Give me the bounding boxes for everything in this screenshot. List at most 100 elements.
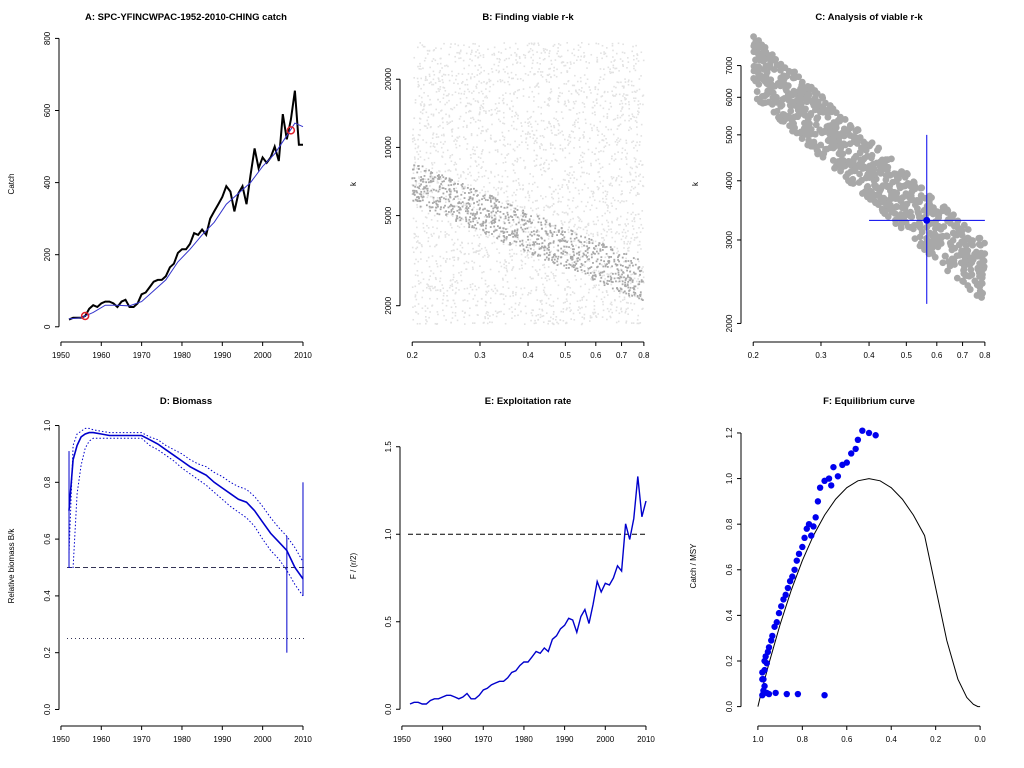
viable-rk-point: [797, 90, 805, 98]
rk-candidate-point: [504, 145, 506, 147]
rk-candidate-point: [539, 300, 542, 302]
rk-candidate-point: [454, 231, 457, 233]
viable-rk-point: [596, 265, 599, 268]
rk-candidate-point: [578, 220, 581, 222]
rk-candidate-point: [637, 113, 639, 116]
rk-candidate-point: [575, 262, 578, 264]
viable-rk-point: [564, 239, 567, 242]
rk-candidate-point: [446, 149, 449, 152]
rk-candidate-point: [518, 217, 520, 219]
rk-candidate-point: [484, 316, 486, 318]
rk-candidate-point: [510, 71, 513, 74]
rk-candidate-point: [515, 73, 517, 76]
rk-candidate-point: [631, 141, 633, 144]
rk-candidate-point: [426, 320, 428, 323]
rk-candidate-point: [592, 192, 595, 194]
rk-candidate-point: [416, 206, 419, 209]
rk-candidate-point: [535, 322, 537, 324]
rk-candidate-point: [528, 50, 531, 53]
rk-candidate-point: [604, 262, 606, 265]
viable-rk-point: [452, 183, 455, 186]
viable-rk-point: [523, 223, 526, 225]
rk-candidate-point: [465, 96, 468, 99]
rk-candidate-point: [592, 195, 594, 198]
rk-candidate-point: [479, 191, 481, 194]
rk-candidate-point: [606, 117, 609, 119]
rk-candidate-point: [432, 287, 434, 290]
viable-rk-point: [621, 264, 624, 267]
viable-rk-point: [616, 288, 619, 291]
rk-candidate-point: [432, 113, 435, 116]
rk-candidate-point: [547, 322, 549, 325]
rk-candidate-point: [548, 55, 550, 58]
viable-rk-point: [856, 148, 864, 156]
rk-candidate-point: [605, 138, 607, 140]
rk-candidate-point: [482, 130, 484, 132]
rk-candidate-point: [452, 249, 455, 252]
viable-rk-point: [568, 263, 571, 266]
rk-candidate-point: [606, 291, 608, 294]
rk-candidate-point: [533, 160, 536, 162]
rk-candidate-point: [633, 218, 635, 220]
viable-rk-point: [817, 141, 825, 149]
rk-candidate-point: [488, 80, 491, 83]
rk-candidate-point: [510, 54, 513, 56]
rk-candidate-point: [439, 289, 442, 291]
rk-candidate-point: [616, 252, 618, 254]
viable-rk-point: [756, 98, 764, 106]
rk-candidate-point: [496, 290, 499, 292]
rk-candidate-point: [606, 204, 608, 206]
rk-candidate-point: [594, 240, 597, 243]
rk-candidate-point: [529, 173, 532, 175]
rk-candidate-point: [598, 171, 600, 173]
rk-candidate-point: [577, 117, 580, 120]
rk-candidate-point: [514, 42, 517, 45]
rk-candidate-point: [512, 63, 514, 66]
rk-candidate-point: [504, 157, 507, 159]
rk-candidate-point: [499, 226, 502, 228]
viable-rk-point: [569, 264, 572, 266]
rk-candidate-point: [468, 230, 470, 233]
viable-rk-point: [561, 238, 564, 240]
rk-candidate-point: [437, 88, 440, 90]
rk-candidate-point: [639, 322, 642, 324]
rk-candidate-point: [635, 165, 638, 168]
rk-candidate-point: [540, 195, 542, 197]
rk-candidate-point: [562, 117, 564, 120]
rk-candidate-point: [468, 109, 471, 112]
viable-rk-point: [447, 184, 450, 187]
viable-rk-point: [886, 182, 894, 190]
rk-candidate-point: [440, 134, 443, 137]
viable-rk-point: [593, 248, 596, 250]
rk-candidate-point: [448, 258, 451, 260]
rk-candidate-point: [439, 264, 442, 267]
rk-candidate-point: [525, 312, 528, 315]
rk-candidate-point: [589, 316, 592, 319]
viable-rk-point: [760, 55, 768, 63]
y-tick-label: 0.6: [725, 564, 734, 576]
viable-rk-point: [613, 260, 616, 263]
rk-candidate-point: [432, 226, 434, 228]
viable-rk-point: [486, 199, 489, 202]
viable-rk-point: [519, 240, 521, 243]
rk-candidate-point: [633, 217, 636, 219]
viable-rk-point: [507, 216, 510, 219]
rk-candidate-point: [417, 274, 419, 277]
rk-candidate-point: [446, 121, 448, 123]
rk-candidate-point: [623, 260, 625, 263]
rk-candidate-point: [432, 114, 435, 117]
rk-candidate-point: [636, 287, 639, 290]
rk-candidate-point: [583, 313, 586, 316]
rk-candidate-point: [499, 80, 502, 83]
rk-candidate-point: [490, 214, 493, 216]
rk-candidate-point: [455, 169, 457, 171]
catch-biomass-point: [852, 445, 859, 453]
rk-candidate-point: [639, 103, 642, 105]
viable-rk-point: [805, 126, 812, 134]
rk-candidate-point: [471, 260, 473, 263]
viable-rk-point: [814, 150, 821, 158]
rk-candidate-point: [573, 147, 575, 149]
rk-candidate-point: [440, 146, 443, 149]
rk-candidate-point: [412, 251, 415, 254]
rk-candidate-point: [539, 301, 542, 303]
